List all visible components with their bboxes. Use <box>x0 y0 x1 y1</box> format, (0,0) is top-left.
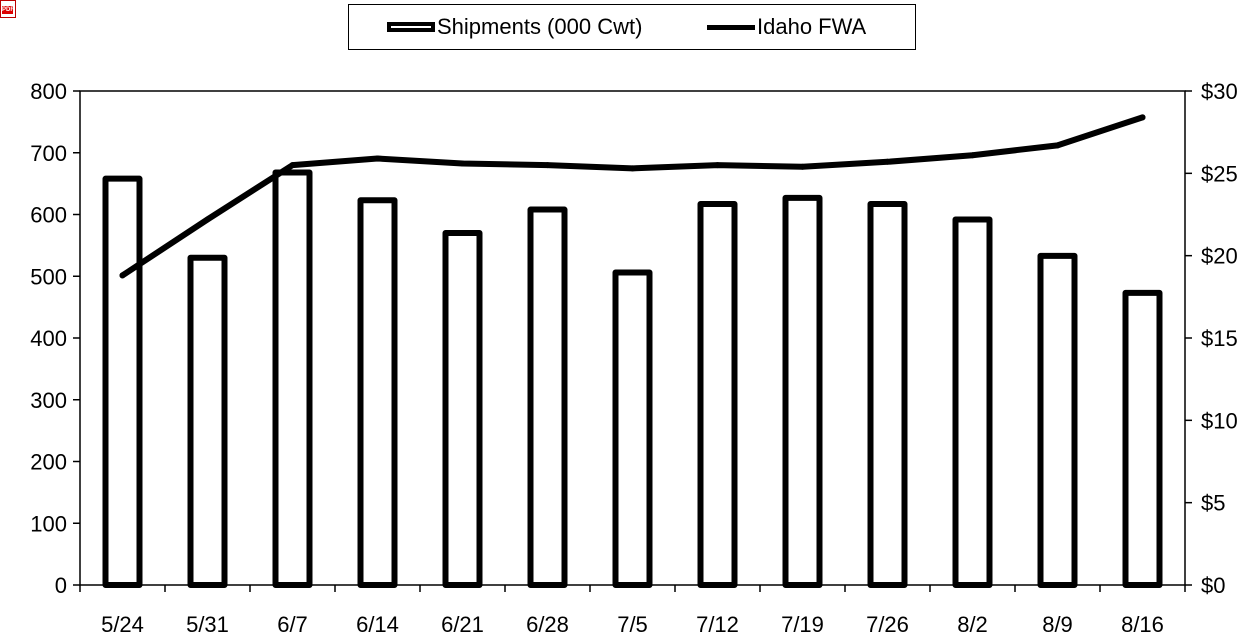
y-right-tick-label: $10 <box>1201 408 1238 433</box>
point-idaho-fwa <box>969 152 976 159</box>
x-tick-label: 6/14 <box>356 612 399 635</box>
point-idaho-fwa <box>629 165 636 172</box>
bar-shipments <box>697 201 738 588</box>
x-tick-label: 6/7 <box>277 612 308 635</box>
y-left-tick-label: 200 <box>30 450 67 475</box>
x-tick-label: 6/28 <box>526 612 569 635</box>
point-idaho-fwa <box>1139 114 1146 121</box>
bar-shipments <box>782 194 823 588</box>
pdf-icon-text: PDF <box>2 6 14 14</box>
point-idaho-fwa <box>459 160 466 167</box>
bar-shipments <box>867 201 908 588</box>
bar-shipments <box>357 197 398 589</box>
x-tick-label: 7/12 <box>696 612 739 635</box>
x-tick-label: 8/2 <box>957 612 988 635</box>
point-idaho-fwa <box>119 272 126 279</box>
point-idaho-fwa <box>544 162 551 169</box>
x-tick-label: 7/5 <box>617 612 648 635</box>
legend-item-idaho-fwa: Idaho FWA <box>707 13 866 41</box>
y-right-tick-label: $0 <box>1201 573 1225 598</box>
x-tick-label: 8/9 <box>1042 612 1073 635</box>
y-left-tick-label: 500 <box>30 264 67 289</box>
point-idaho-fwa <box>1054 142 1061 149</box>
bar-shipments <box>442 230 483 588</box>
chart-legend: Shipments (000 Cwt) Idaho FWA <box>348 4 916 50</box>
pdf-icon: PDF <box>0 0 16 18</box>
y-left-tick-label: 600 <box>30 203 67 228</box>
y-right-tick-label: $25 <box>1201 161 1238 186</box>
point-idaho-fwa <box>714 162 721 169</box>
bar-shipments <box>1037 252 1078 588</box>
bar-shipments <box>612 269 653 588</box>
y-right-tick-label: $15 <box>1201 326 1238 351</box>
bar-shipments <box>102 175 143 588</box>
y-left-tick-label: 300 <box>30 388 67 413</box>
y-left-tick-label: 700 <box>30 141 67 166</box>
bar-shipments <box>527 206 568 588</box>
x-tick-label: 5/24 <box>101 612 144 635</box>
x-tick-label: 5/31 <box>186 612 229 635</box>
x-tick-label: 7/26 <box>866 612 909 635</box>
x-tick-label: 8/16 <box>1121 612 1164 635</box>
y-right-tick-label: $30 <box>1201 79 1238 104</box>
point-idaho-fwa <box>884 158 891 165</box>
y-right-tick-label: $5 <box>1201 491 1225 516</box>
y-left-tick-label: 0 <box>55 573 67 598</box>
y-left-tick-label: 800 <box>30 79 67 104</box>
x-tick-label: 6/21 <box>441 612 484 635</box>
legend-idaho-fwa-label: Idaho FWA <box>757 14 867 39</box>
bar-shipments <box>1122 289 1163 588</box>
y-left-tick-label: 400 <box>30 326 67 351</box>
bar-shipments <box>272 169 313 588</box>
point-idaho-fwa <box>289 162 296 169</box>
point-idaho-fwa <box>799 163 806 170</box>
x-tick-label: 7/19 <box>781 612 824 635</box>
point-idaho-fwa <box>374 155 381 162</box>
y-right-tick-label: $20 <box>1201 244 1238 269</box>
bar-shipments <box>187 254 228 588</box>
point-idaho-fwa <box>204 216 211 223</box>
legend-bar-swatch <box>387 22 435 32</box>
legend-item-shipments: Shipments (000 Cwt) <box>387 13 642 41</box>
y-left-tick-label: 100 <box>30 511 67 536</box>
legend-shipments-label: Shipments (000 Cwt) <box>437 14 643 39</box>
bar-shipments <box>952 216 993 588</box>
legend-line-swatch <box>707 24 755 30</box>
